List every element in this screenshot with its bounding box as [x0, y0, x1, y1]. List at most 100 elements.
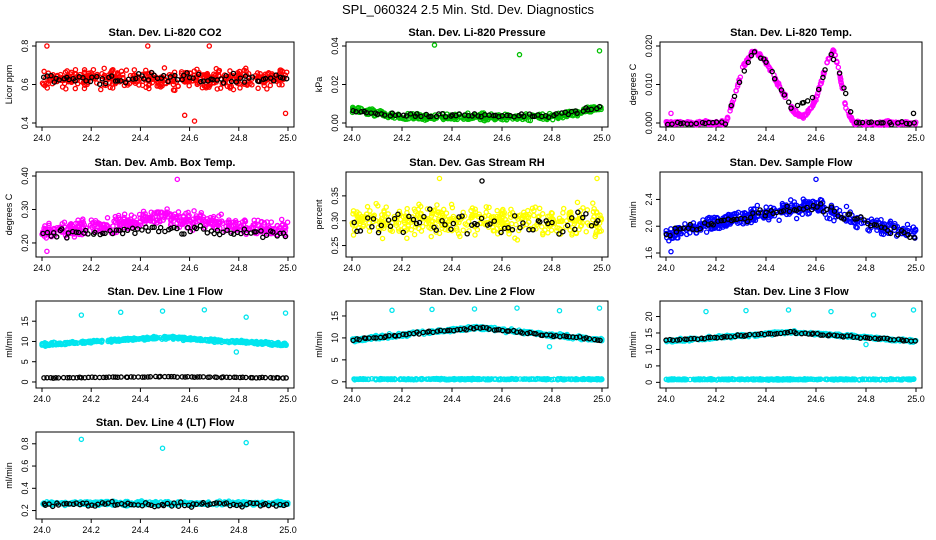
data-point [256, 223, 262, 229]
data-point [186, 82, 192, 89]
reference-point [418, 113, 424, 120]
data-point [46, 220, 52, 227]
y-tick-label: 10 [330, 333, 340, 343]
data-point [248, 224, 255, 231]
reference-point [270, 229, 276, 235]
data-point [470, 213, 476, 219]
reference-point [85, 231, 91, 237]
reference-point [190, 75, 196, 81]
reference-point [744, 218, 751, 225]
figure-title: SPL_060324 2.5 Min. Std. Dev. Diagnostic… [342, 2, 594, 17]
x-tick-label: 24.0 [343, 133, 361, 143]
reference-point [828, 51, 834, 58]
data-point [880, 231, 887, 238]
reference-point [524, 330, 531, 337]
data-point [666, 238, 672, 244]
data-point [181, 336, 188, 342]
reference-point [569, 215, 575, 221]
x-tick-label: 24.4 [757, 133, 775, 143]
x-tick-label: 24.4 [443, 263, 461, 273]
data-point [226, 339, 232, 346]
reference-point [728, 102, 735, 109]
y-tick-label: 15 [20, 316, 30, 326]
data-point [94, 71, 100, 78]
data-point [670, 233, 676, 239]
y-tick-label: 0.6 [20, 78, 30, 91]
reference-point [189, 374, 195, 380]
data-point [151, 219, 158, 225]
outlier-point [201, 307, 208, 313]
x-tick-label: 24.6 [181, 263, 199, 273]
reference-point [509, 226, 516, 233]
reference-point [822, 67, 828, 73]
reference-point [674, 119, 681, 126]
data-point [423, 220, 429, 227]
data-point [912, 227, 919, 234]
reference-point [400, 331, 406, 337]
data-point [91, 223, 97, 229]
x-tick-label: 24.4 [132, 263, 150, 273]
reference-point [99, 75, 106, 82]
reference-point [563, 333, 570, 340]
data-point [146, 85, 152, 92]
data-point [800, 115, 807, 121]
outlier-point [703, 308, 709, 315]
data-point [404, 235, 410, 241]
y-axis-label: Licor ppm [4, 65, 14, 105]
data-point [264, 227, 271, 234]
reference-point [583, 211, 589, 217]
data-point [185, 78, 192, 84]
data-point [747, 211, 753, 218]
outlier-point [596, 305, 603, 311]
data-point [395, 220, 402, 226]
x-tick-label: 24.4 [757, 394, 775, 404]
reference-point [97, 231, 103, 238]
reference-point [118, 78, 124, 84]
reference-point [109, 230, 116, 237]
data-point [369, 375, 375, 382]
data-point [420, 223, 426, 230]
data-point [191, 208, 197, 214]
reference-point [224, 227, 230, 233]
data-point [231, 338, 238, 345]
data-point [849, 117, 855, 124]
y-tick-label: 5 [330, 357, 340, 362]
reference-point [529, 113, 536, 120]
reference-point [165, 373, 172, 380]
reference-point [128, 374, 134, 380]
reference-point [386, 333, 392, 339]
reference-point [100, 374, 107, 381]
data-point [251, 222, 257, 228]
reference-point [354, 228, 360, 235]
data-point [858, 220, 865, 227]
reference-point [223, 73, 229, 79]
reference-point [145, 77, 152, 83]
reference-point [445, 327, 451, 334]
data-point [217, 85, 224, 91]
data-point [428, 213, 435, 219]
reference-point [410, 216, 417, 223]
data-point [567, 209, 574, 215]
x-tick-label: 25.0 [279, 263, 297, 273]
x-tick-label: 24.8 [543, 133, 561, 143]
data-point [410, 377, 417, 383]
reference-point [282, 233, 289, 240]
reference-point [200, 374, 207, 380]
x-tick-label: 24.4 [443, 394, 461, 404]
outlier-point [828, 308, 834, 315]
data-point [123, 67, 130, 73]
reference-point [381, 112, 388, 118]
reference-point [548, 332, 554, 338]
y-tick-label: 10 [644, 344, 654, 354]
data-point [433, 229, 439, 235]
panel-3: Stan. Dev. Li-820 Temp.degrees C24.0 24.2… [628, 27, 925, 143]
reference-point [113, 227, 120, 233]
reference-point [277, 230, 283, 237]
reference-point [786, 208, 793, 215]
reference-point [143, 224, 149, 230]
outlier-point [145, 43, 151, 49]
y-tick-label: 0.000 [644, 112, 654, 135]
outlier-point [594, 175, 600, 182]
reference-point [47, 374, 54, 381]
